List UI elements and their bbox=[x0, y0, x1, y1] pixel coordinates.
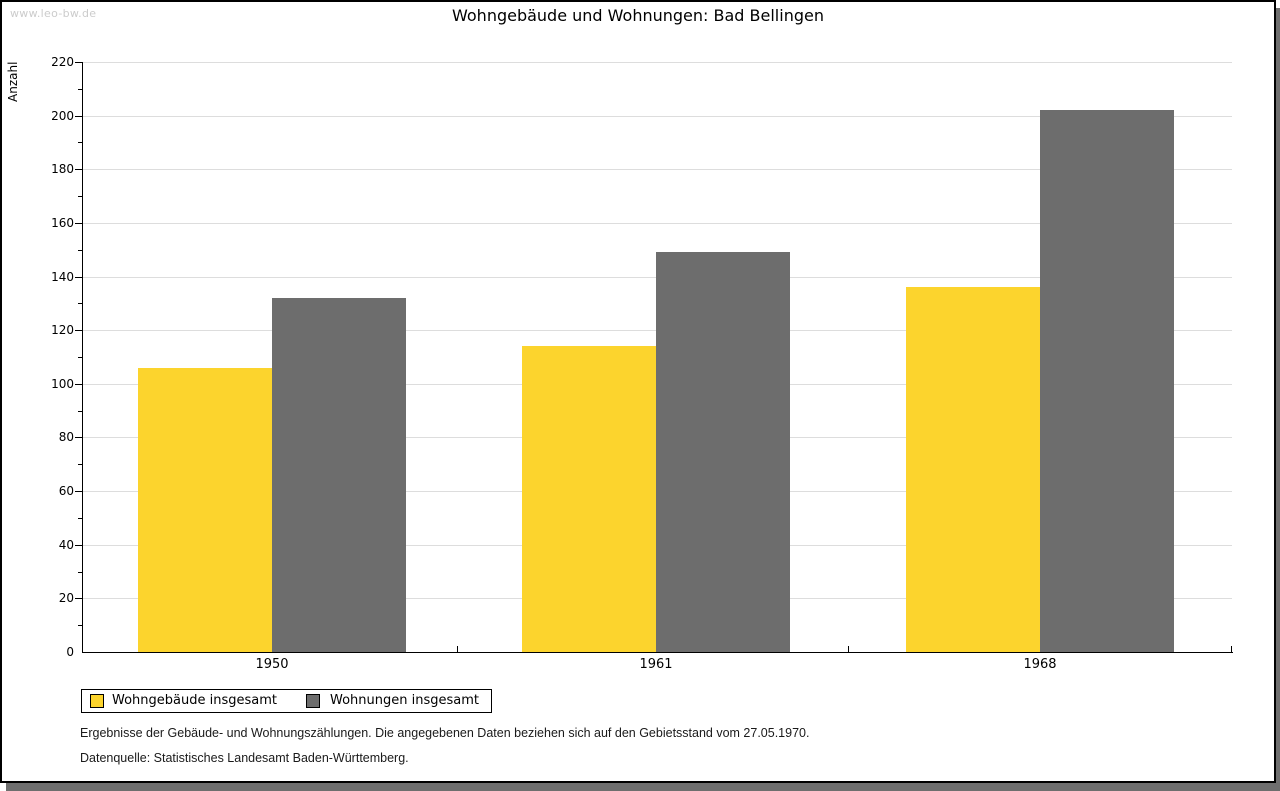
bar-wohngebaeude-1968 bbox=[906, 287, 1040, 652]
y-tick-label: 60 bbox=[58, 484, 74, 499]
x-axis-line bbox=[82, 652, 1233, 653]
y-tick-label: 220 bbox=[51, 55, 74, 69]
legend-swatch-wohnungen bbox=[306, 694, 320, 708]
bar-wohngebaeude-1961 bbox=[522, 346, 656, 652]
y-tick-label: 140 bbox=[51, 269, 74, 284]
y-minor-tick bbox=[78, 464, 82, 466]
x-boundary-tick bbox=[457, 646, 458, 652]
footer-note: Ergebnisse der Gebäude- und Wohnungszähl… bbox=[80, 726, 810, 740]
y-major-tick bbox=[75, 330, 82, 332]
y-major-tick bbox=[75, 115, 82, 117]
y-major-tick bbox=[75, 222, 82, 224]
chart-title: Wohngebäude und Wohnungen: Bad Bellingen bbox=[452, 6, 824, 25]
x-tick-label: 1950 bbox=[255, 657, 289, 672]
y-major-tick bbox=[75, 383, 82, 385]
x-boundary-tick bbox=[1231, 646, 1232, 652]
legend-swatch-wohngebaeude bbox=[90, 694, 104, 708]
y-axis-title: Anzahl bbox=[6, 61, 20, 102]
y-major-tick bbox=[75, 169, 82, 171]
y-major-tick bbox=[75, 62, 82, 63]
y-minor-tick bbox=[78, 88, 82, 90]
y-gridline bbox=[83, 62, 1232, 63]
y-tick-label: 180 bbox=[51, 162, 74, 177]
bar-wohngebaeude-1950 bbox=[138, 367, 272, 652]
y-minor-tick bbox=[78, 249, 82, 251]
y-minor-tick bbox=[78, 303, 82, 305]
x-tick-label: 1961 bbox=[639, 657, 673, 672]
y-tick-label: 160 bbox=[51, 215, 74, 230]
footer-source: Datenquelle: Statistisches Landesamt Bad… bbox=[80, 751, 409, 765]
y-gridline bbox=[83, 222, 1232, 224]
y-gridline bbox=[83, 169, 1232, 171]
y-minor-tick bbox=[78, 357, 82, 358]
y-minor-tick bbox=[78, 571, 82, 573]
y-major-tick bbox=[75, 491, 82, 493]
y-minor-tick bbox=[78, 410, 82, 412]
y-tick-label: 100 bbox=[51, 376, 74, 391]
legend-label-wohnungen: Wohnungen insgesamt bbox=[330, 693, 479, 708]
y-minor-tick bbox=[78, 196, 82, 198]
y-major-tick bbox=[75, 598, 82, 600]
y-tick-label: 20 bbox=[58, 591, 74, 606]
y-tick-label: 200 bbox=[51, 108, 74, 123]
y-minor-tick bbox=[78, 625, 82, 627]
y-axis-line bbox=[82, 62, 83, 653]
bar-wohnungen-1950 bbox=[272, 298, 406, 652]
y-tick-label: 120 bbox=[51, 323, 74, 338]
x-boundary-tick bbox=[848, 646, 849, 652]
y-minor-tick bbox=[78, 517, 82, 519]
y-tick-label: 40 bbox=[58, 537, 74, 552]
y-major-tick bbox=[75, 437, 82, 439]
bar-wohnungen-1961 bbox=[656, 252, 790, 652]
legend-label-wohngebaeude: Wohngebäude insgesamt bbox=[112, 693, 277, 708]
y-major-tick bbox=[75, 276, 82, 278]
y-tick-label: 0 bbox=[66, 645, 74, 659]
legend: Wohngebäude insgesamt Wohnungen insgesam… bbox=[81, 689, 492, 713]
y-minor-tick bbox=[78, 142, 82, 144]
x-tick-label: 1968 bbox=[1023, 657, 1057, 672]
y-gridline bbox=[83, 115, 1232, 117]
y-major-tick bbox=[75, 544, 82, 546]
watermark: www.leo-bw.de bbox=[10, 7, 97, 20]
bar-wohnungen-1968 bbox=[1040, 110, 1174, 652]
y-tick-label: 80 bbox=[58, 430, 74, 445]
